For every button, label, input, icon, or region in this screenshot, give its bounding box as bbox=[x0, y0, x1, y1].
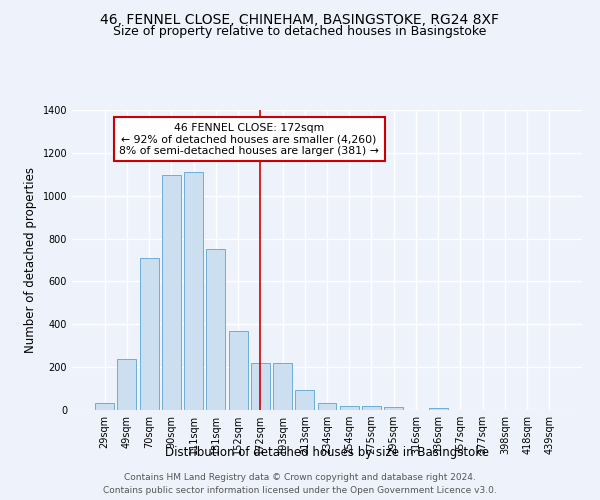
Bar bbox=[206, 250, 225, 410]
Bar bbox=[118, 358, 136, 410]
Bar bbox=[251, 363, 270, 410]
Text: Contains HM Land Registry data © Crown copyright and database right 2024.
Contai: Contains HM Land Registry data © Crown c… bbox=[103, 474, 497, 495]
Bar bbox=[184, 172, 203, 410]
Bar bbox=[95, 402, 114, 410]
Bar bbox=[295, 390, 314, 410]
Bar bbox=[162, 176, 181, 410]
Bar bbox=[340, 406, 359, 410]
Text: 46, FENNEL CLOSE, CHINEHAM, BASINGSTOKE, RG24 8XF: 46, FENNEL CLOSE, CHINEHAM, BASINGSTOKE,… bbox=[101, 12, 499, 26]
Bar bbox=[384, 408, 403, 410]
Bar bbox=[140, 258, 158, 410]
Text: Size of property relative to detached houses in Basingstoke: Size of property relative to detached ho… bbox=[113, 25, 487, 38]
Text: 46 FENNEL CLOSE: 172sqm
← 92% of detached houses are smaller (4,260)
8% of semi-: 46 FENNEL CLOSE: 172sqm ← 92% of detache… bbox=[119, 123, 379, 156]
Bar bbox=[429, 408, 448, 410]
Bar bbox=[273, 363, 292, 410]
Bar bbox=[317, 403, 337, 410]
Bar bbox=[229, 330, 248, 410]
Bar bbox=[362, 406, 381, 410]
Text: Distribution of detached houses by size in Basingstoke: Distribution of detached houses by size … bbox=[165, 446, 489, 459]
Y-axis label: Number of detached properties: Number of detached properties bbox=[24, 167, 37, 353]
